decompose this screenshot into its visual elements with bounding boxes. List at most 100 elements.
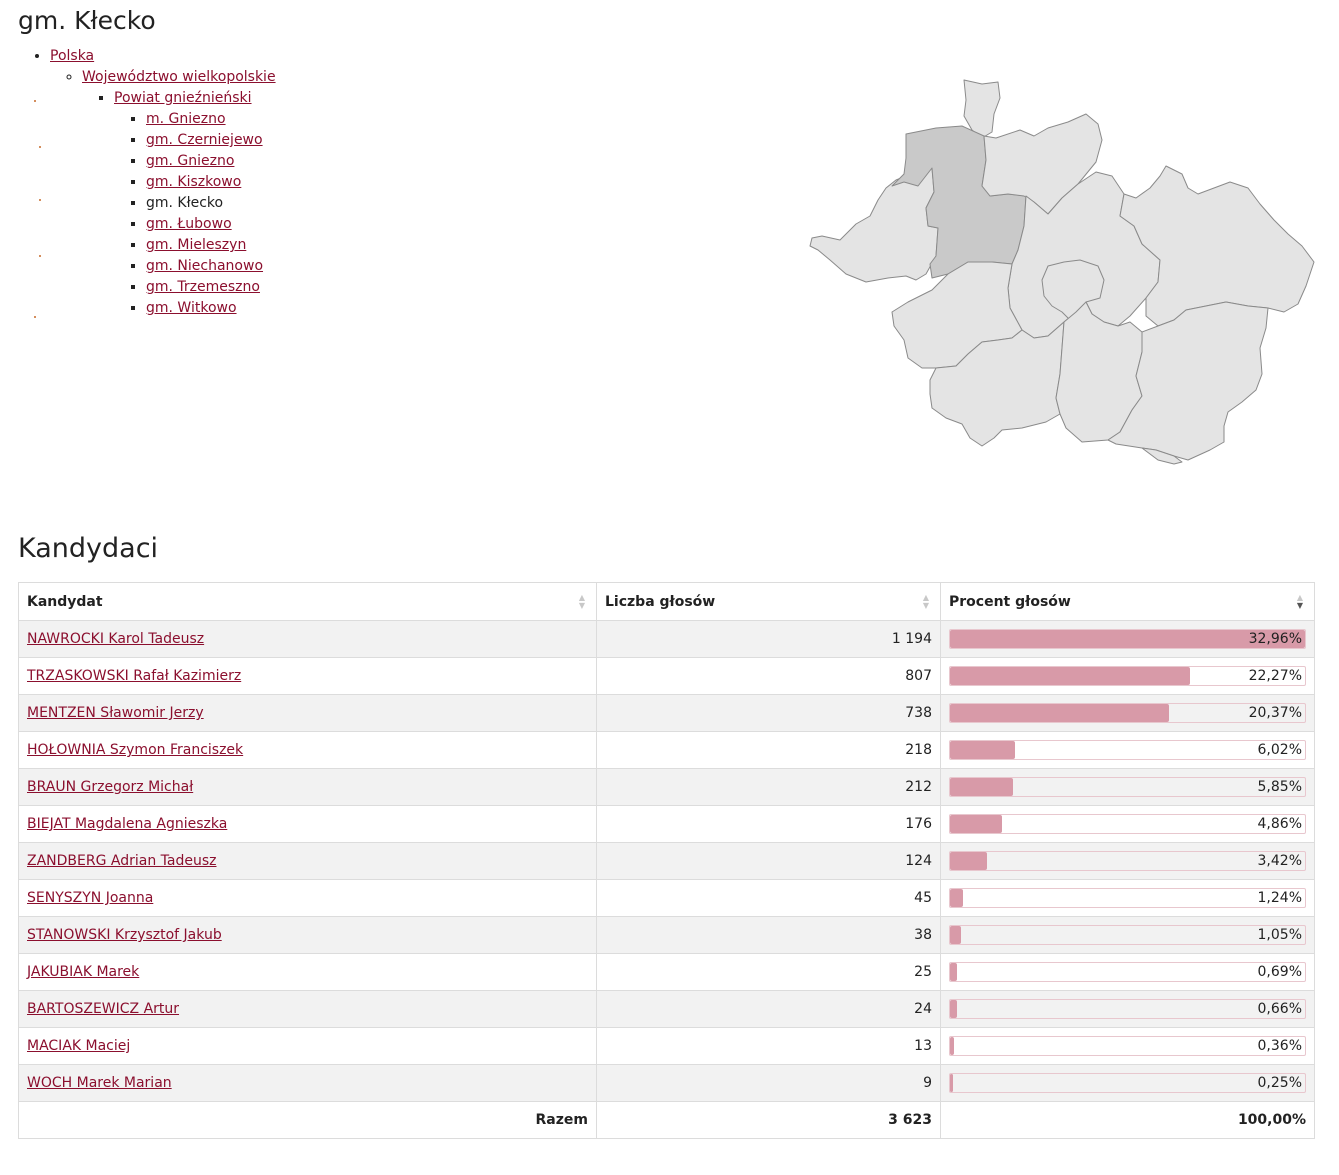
percent-bar: 0,25% (949, 1073, 1306, 1093)
municipality-link[interactable]: gm. Mieleszyn (146, 237, 247, 253)
candidate-link[interactable]: BARTOSZEWICZ Artur (27, 1001, 180, 1017)
table-row: ZANDBERG Adrian Tadeusz 124 3,42% (18, 842, 1315, 880)
candidate-link[interactable]: JAKUBIAK Marek (27, 964, 140, 980)
total-percent: 100,00% (940, 1101, 1315, 1139)
candidate-link[interactable]: MACIAK Maciej (27, 1038, 131, 1054)
votes-cell: 45 (596, 879, 941, 917)
candidate-link[interactable]: BIEJAT Magdalena Agnieszka (27, 816, 228, 832)
candidate-cell: ZANDBERG Adrian Tadeusz (18, 842, 597, 880)
percent-bar: 5,85% (949, 777, 1306, 797)
municipality-link[interactable]: gm. Trzemeszno (146, 279, 260, 295)
column-header-candidate[interactable]: Kandydat ▲ ▼ (18, 582, 597, 621)
percent-bar: 0,36% (949, 1036, 1306, 1056)
candidate-cell: BIEJAT Magdalena Agnieszka (18, 805, 597, 843)
table-row: BARTOSZEWICZ Artur 24 0,66% (18, 990, 1315, 1028)
votes-cell: 24 (596, 990, 941, 1028)
votes-cell: 738 (596, 694, 941, 732)
votes-cell: 38 (596, 916, 941, 954)
candidate-link[interactable]: TRZASKOWSKI Rafał Kazimierz (27, 668, 242, 684)
region-breadcrumb: Polska Województwo wielkopolskie Powiat … (18, 46, 276, 319)
municipality-link[interactable]: gm. Niechanowo (146, 258, 264, 274)
candidate-link[interactable]: BRAUN Grzegorz Michał (27, 779, 194, 795)
table-row: MENTZEN Sławomir Jerzy 738 20,37% (18, 694, 1315, 732)
votes-cell: 1 194 (596, 620, 941, 658)
candidate-cell: STANOWSKI Krzysztof Jakub (18, 916, 597, 954)
map-region-mieleszyn[interactable] (963, 79, 1001, 139)
municipality-item: gm. Witkowo (146, 298, 276, 319)
percent-cell: 0,25% (940, 1064, 1315, 1102)
column-header-votes-label: Liczba głosów (605, 593, 716, 610)
votes-cell: 807 (596, 657, 941, 695)
column-header-candidate-label: Kandydat (27, 593, 103, 610)
percent-bar: 4,86% (949, 814, 1306, 834)
sort-descending-icon[interactable]: ▲ ▼ (1296, 593, 1304, 610)
percent-label: 3,42% (1257, 853, 1302, 869)
municipality-link[interactable]: m. Gniezno (146, 111, 226, 127)
percent-bar-fill (950, 630, 1305, 648)
sort-unsorted-icon[interactable]: ▲ ▼ (578, 593, 586, 610)
candidate-link[interactable]: WOCH Marek Marian (27, 1075, 172, 1091)
percent-label: 6,02% (1257, 742, 1302, 758)
decorative-dots (34, 0, 44, 330)
candidate-cell: NAWROCKI Karol Tadeusz (18, 620, 597, 658)
breadcrumb-item-voivodeship: Województwo wielkopolskie Powiat gnieźni… (82, 67, 276, 319)
map-region-south-connector[interactable] (1141, 447, 1183, 465)
municipality-link[interactable]: gm. Gniezno (146, 153, 235, 169)
column-header-percent[interactable]: Procent głosów ▲ ▼ (940, 582, 1315, 621)
percent-bar-fill (950, 1037, 954, 1055)
percent-cell: 4,86% (940, 805, 1315, 843)
table-row: STANOWSKI Krzysztof Jakub 38 1,05% (18, 916, 1315, 954)
candidates-section-title: Kandydaci (18, 533, 159, 564)
percent-cell: 32,96% (940, 620, 1315, 658)
percent-cell: 22,27% (940, 657, 1315, 695)
page-title: gm. Kłecko (18, 6, 156, 35)
votes-cell: 124 (596, 842, 941, 880)
percent-cell: 0,66% (940, 990, 1315, 1028)
map-region-czerniejewo[interactable] (1119, 165, 1315, 327)
percent-bar: 0,69% (949, 962, 1306, 982)
candidate-cell: HOŁOWNIA Szymon Franciszek (18, 731, 597, 769)
column-header-votes[interactable]: Liczba głosów ▲ ▼ (596, 582, 941, 621)
municipality-item: gm. Kiszkowo (146, 172, 276, 193)
percent-cell: 1,05% (940, 916, 1315, 954)
table-row: WOCH Marek Marian 9 0,25% (18, 1064, 1315, 1102)
municipality-link[interactable]: gm. Witkowo (146, 300, 237, 316)
candidate-cell: MACIAK Maciej (18, 1027, 597, 1065)
column-header-percent-label: Procent głosów (949, 593, 1071, 610)
votes-cell: 218 (596, 731, 941, 769)
percent-label: 20,37% (1248, 705, 1302, 721)
total-row: Razem 3 623 100,00% (18, 1101, 1315, 1139)
candidate-link[interactable]: STANOWSKI Krzysztof Jakub (27, 927, 222, 943)
sort-unsorted-icon[interactable]: ▲ ▼ (922, 593, 930, 610)
candidate-link[interactable]: NAWROCKI Karol Tadeusz (27, 631, 205, 647)
percent-bar-fill (950, 778, 1013, 796)
municipality-current: gm. Kłecko (146, 195, 224, 211)
candidate-cell: TRZASKOWSKI Rafał Kazimierz (18, 657, 597, 695)
percent-cell: 6,02% (940, 731, 1315, 769)
percent-bar: 1,05% (949, 925, 1306, 945)
link-voivodeship[interactable]: Województwo wielkopolskie (82, 69, 276, 85)
table-row: JAKUBIAK Marek 25 0,69% (18, 953, 1315, 991)
percent-bar-fill (950, 667, 1190, 685)
percent-label: 0,66% (1257, 1001, 1302, 1017)
map-region-witkowo[interactable] (1107, 301, 1269, 461)
percent-bar: 3,42% (949, 851, 1306, 871)
table-header-row: Kandydat ▲ ▼ Liczba głosów ▲ ▼ Procent gło… (18, 582, 1315, 621)
percent-label: 5,85% (1257, 779, 1302, 795)
candidate-link[interactable]: MENTZEN Sławomir Jerzy (27, 705, 204, 721)
breadcrumb-item-country: Polska Województwo wielkopolskie Powiat … (50, 46, 276, 319)
municipality-link[interactable]: gm. Kiszkowo (146, 174, 242, 190)
votes-cell: 13 (596, 1027, 941, 1065)
municipality-link[interactable]: gm. Czerniejewo (146, 132, 263, 148)
percent-label: 0,36% (1257, 1038, 1302, 1054)
candidate-link[interactable]: HOŁOWNIA Szymon Franciszek (27, 742, 244, 758)
municipality-item: gm. Kłecko (146, 193, 276, 214)
link-county[interactable]: Powiat gnieźnieński (114, 90, 252, 106)
percent-bar-fill (950, 926, 962, 944)
candidate-link[interactable]: SENYSZYN Joanna (27, 890, 154, 906)
link-polska[interactable]: Polska (50, 48, 95, 64)
municipality-link[interactable]: gm. Łubowo (146, 216, 232, 232)
candidate-link[interactable]: ZANDBERG Adrian Tadeusz (27, 853, 217, 869)
percent-bar-fill (950, 704, 1170, 722)
percent-bar: 20,37% (949, 703, 1306, 723)
